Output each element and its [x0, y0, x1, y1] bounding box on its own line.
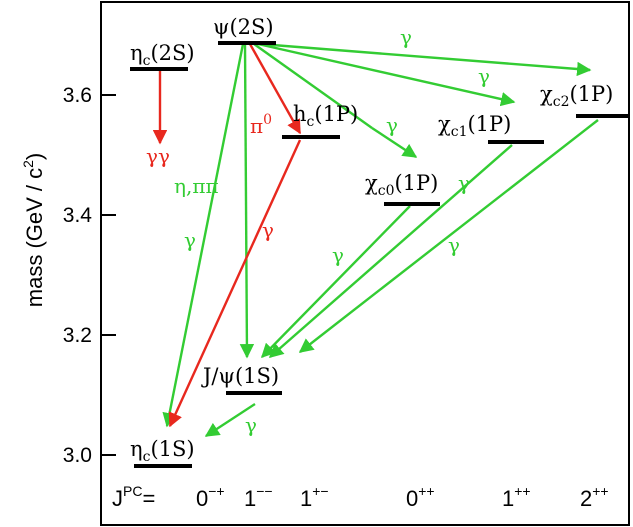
arrow-psi-etac1s: [162, 43, 245, 428]
label-eta-pipi: η,ππ: [174, 174, 219, 198]
y-tick-label-3.0: 3.0: [63, 444, 92, 467]
label-psi-chic1: γ: [478, 64, 490, 88]
arrow-chic2-jpsi: [298, 119, 599, 353]
arrow-jpsi-etac1s: [204, 402, 256, 438]
label-psi-chic2: γ: [400, 25, 412, 49]
y-tick-label-3.4: 3.4: [63, 204, 93, 227]
jpc-col-2: 1+−: [300, 483, 329, 511]
state-label-hc1p: hc(1P): [293, 102, 358, 130]
arrow-psi-hc: [248, 43, 302, 135]
label-gammagamma: γγ: [146, 144, 170, 168]
jpc-col-0: 0−+: [196, 483, 225, 511]
state-label-chic1: χc1(1P): [438, 112, 511, 140]
energy-levels: [130, 41, 628, 468]
y-tick-label-3.2: 3.2: [63, 324, 92, 347]
arrow-chic1-jpsi: [268, 144, 513, 358]
label-hc-etac1s: γ: [262, 218, 274, 242]
transition-labels: γγ γ η,ππ π0 γ γ γ γ γ γ γ γ: [146, 25, 490, 437]
jpc-col-1: 1−−: [244, 483, 273, 511]
label-chic2-jpsi: γ: [448, 233, 460, 257]
y-tick-label-3.6: 3.6: [63, 84, 92, 107]
transitions: [152, 42, 599, 438]
state-label-etac1s: ηc(1S): [130, 437, 195, 465]
state-label-jpsi: J/ψ(1S): [201, 364, 279, 388]
arrow-psi-jpsi: [239, 43, 255, 359]
arrow-chic0-via-hc: [371, 126, 418, 159]
y-axis-title-main: mass (GeV / c: [22, 168, 47, 307]
jpc-col-4: 1++: [502, 483, 531, 511]
y-axis-title: mass (GeV / c2): [20, 153, 47, 307]
label-pi0-sup: 0: [263, 112, 272, 128]
label-jpsi-etac1s: γ: [245, 413, 257, 437]
label-pi0-base: π: [250, 114, 263, 138]
arrow-psi-chic1: [257, 42, 516, 107]
state-label-chic0: χc0(1P): [365, 171, 438, 199]
jpc-col-5: 2++: [580, 483, 609, 511]
y-axis-title-exponent: 2: [20, 160, 36, 168]
arrow-chic0-jpsi: [260, 205, 411, 359]
state-label-psi2s: ψ(2S): [213, 15, 274, 39]
plot-frame: [100, 1, 630, 526]
state-label-etac2s: ηc(2S): [130, 41, 195, 69]
jpc-prefix: JPC=: [112, 483, 155, 511]
label-psi-etac1s: γ: [184, 228, 196, 252]
y-axis-title-close: ): [22, 153, 47, 160]
jpc-col-3: 0++: [406, 483, 435, 511]
y-axis: 3.0 3.2 3.4 3.6: [63, 84, 116, 467]
state-label-chic2: χc2(1P): [540, 82, 613, 110]
arrow-psi-chic0: [253, 43, 373, 129]
state-labels: ηc(2S) ψ(2S) hc(1P) χc0(1P) χc1(1P) χc2(…: [130, 15, 613, 465]
label-hc-chic0: γ: [386, 113, 398, 137]
jpc-row: JPC= 0−+ 1−− 1+− 0++ 1++ 2++: [112, 483, 609, 511]
arrow-psi-chic2: [259, 42, 592, 77]
label-chic1-jpsi: γ: [458, 171, 470, 195]
label-pi0: π0: [250, 112, 272, 138]
label-chic0-jpsi: γ: [332, 243, 344, 267]
arrow-hc-etac1s: [168, 139, 302, 428]
